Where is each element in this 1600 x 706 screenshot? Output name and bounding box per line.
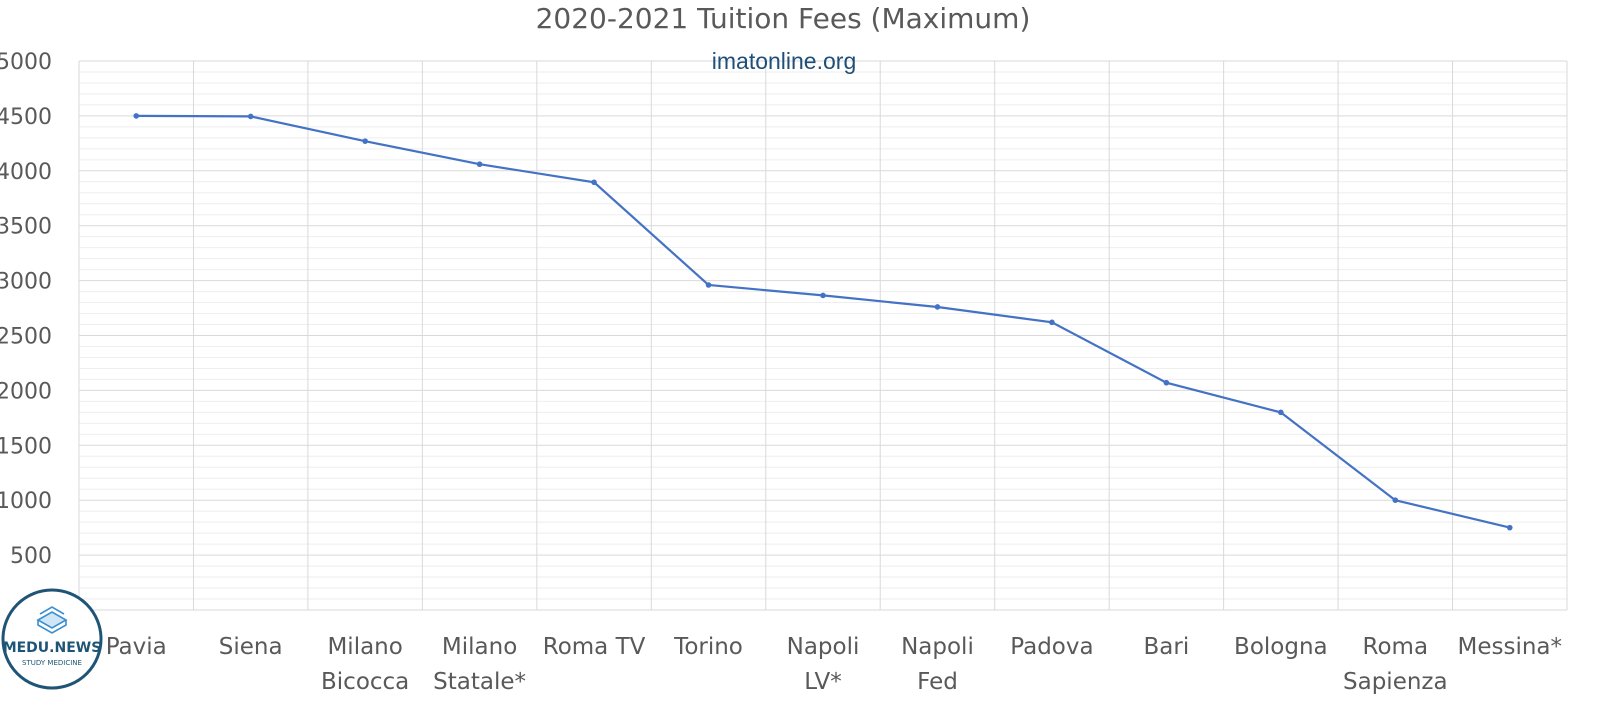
- y-tick-label: 2500: [0, 325, 52, 350]
- x-tick-label: Milano Bicocca: [321, 634, 409, 695]
- x-tick-label: Napoli Fed: [901, 634, 974, 695]
- y-tick-label: 5000: [0, 50, 52, 75]
- y-tick-label: 3000: [0, 270, 52, 295]
- y-tick-label: 500: [10, 544, 52, 569]
- data-point: [362, 138, 368, 144]
- y-tick-label: 4500: [0, 105, 52, 130]
- x-tick-label: Torino: [673, 634, 743, 660]
- medu-news-logo: MEDU.NEWS STUDY MEDICINE: [1, 588, 103, 690]
- y-tick-label: 3500: [0, 215, 52, 240]
- y-tick-label: 1500: [0, 434, 52, 459]
- grid-lines: [78, 60, 1568, 611]
- x-tick-label: Siena: [219, 634, 283, 660]
- x-tick-label: Padova: [1010, 634, 1093, 660]
- data-point: [133, 113, 140, 119]
- series-line: [136, 114, 1511, 529]
- book-icon: [36, 606, 68, 634]
- x-tick-label: Roma Sapienza: [1343, 634, 1448, 695]
- data-point: [1049, 319, 1055, 326]
- data-point: [591, 179, 597, 186]
- x-tick-label: Bari: [1144, 634, 1190, 660]
- logo-main-text: MEDU.NEWS: [3, 640, 102, 656]
- data-point: [1392, 497, 1399, 504]
- y-tick-label: 1000: [0, 489, 52, 514]
- x-tick-label: Milano Statale*: [433, 634, 526, 695]
- x-tick-label: Roma TV: [543, 634, 646, 660]
- logo-sub-text: STUDY MEDICINE: [22, 659, 82, 667]
- x-tick-label: Napoli LV*: [787, 634, 860, 695]
- chart-title: 2020-2021 Tuition Fees (Maximum): [536, 2, 1031, 35]
- logo-circle: [1, 588, 103, 690]
- data-point: [1506, 524, 1513, 531]
- data-point: [476, 161, 483, 168]
- data-point: [934, 304, 941, 310]
- data-point: [247, 113, 254, 120]
- x-tick-label: Pavia: [106, 634, 167, 660]
- chart-subtitle: imatonline.org: [712, 48, 856, 74]
- data-point: [1278, 409, 1284, 416]
- x-axis-tick-labels: Pavia Siena Milano Bicocca Milano Statale* Rom…: [106, 634, 1562, 695]
- x-tick-label: Messina*: [1458, 634, 1563, 660]
- y-tick-label: 2000: [0, 379, 52, 404]
- data-point: [820, 292, 826, 299]
- data-point: [705, 282, 712, 288]
- series-points: [133, 113, 1513, 531]
- data-point: [1163, 379, 1170, 386]
- y-tick-label: 4000: [0, 160, 52, 185]
- x-tick-label: Bologna: [1234, 634, 1328, 660]
- y-axis-tick-labels: 0500100015002000250030003500400045005000: [0, 50, 52, 624]
